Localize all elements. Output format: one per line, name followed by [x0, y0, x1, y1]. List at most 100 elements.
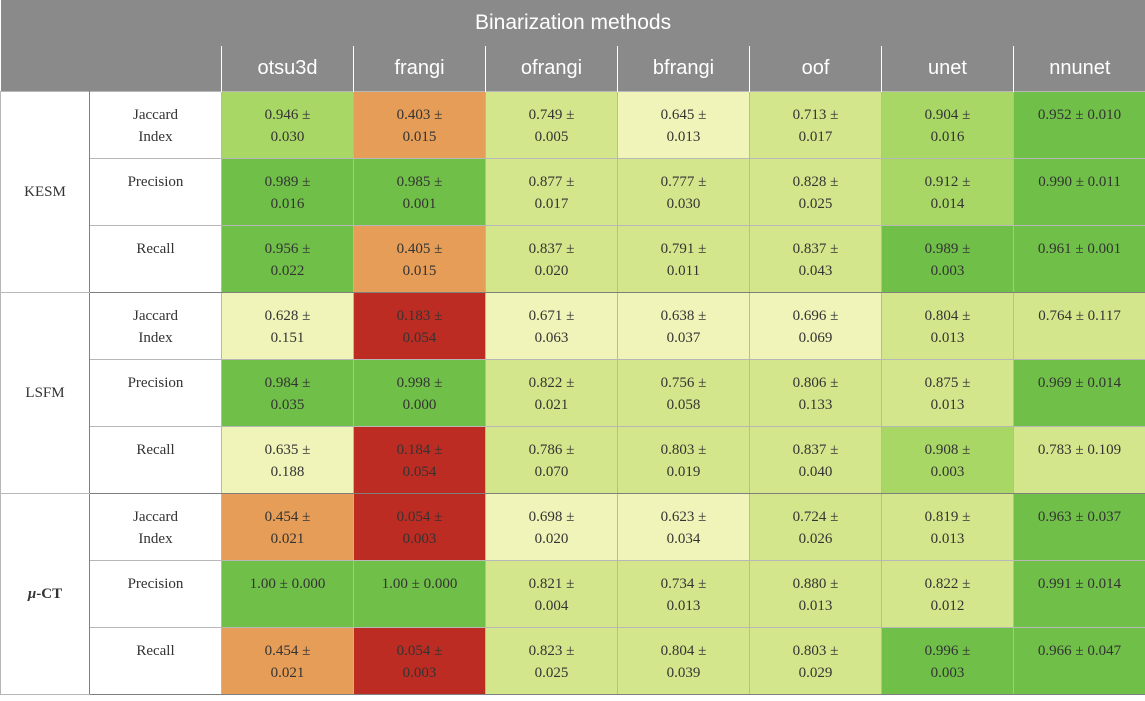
cell-text-line: 0.183 ± — [396, 308, 443, 324]
cell-text-line: 0.635 ± — [264, 442, 311, 458]
value-cell-unet: 0.875 ± 0.013 — [881, 359, 1014, 427]
cell-text-line: 0.001 — [402, 196, 437, 212]
group-label-prefix: μ — [27, 586, 37, 602]
cell-text-line: 0.623 ± — [660, 509, 707, 525]
cell-text-line: 0.671 ± — [528, 308, 575, 324]
cell-text-line: 0.806 ± — [792, 375, 839, 391]
cell-text-line: 0.908 ± — [924, 442, 971, 458]
cell-text-line: 0.822 ± — [924, 576, 971, 592]
value-cell-ofrangi: 0.837 ± 0.020 — [485, 225, 618, 293]
table-row: Recall 0.956 ± 0.022 0.405 ± 0.015 0.837 ± 0.0… — [1, 225, 1145, 293]
cell-text-line: 0.405 ± — [396, 241, 443, 257]
value-cell-otsu3d: 0.635 ± 0.188 — [221, 426, 354, 494]
value-cell-otsu3d: 0.956 ± 0.022 — [221, 225, 354, 293]
cell-text-line: 0.003 — [402, 665, 437, 681]
header-blank-cell — [0, 46, 222, 92]
cell-text-line: 0.877 ± — [528, 174, 575, 190]
cell-text-line: Recall — [136, 643, 175, 659]
cell-text-line: 0.961 ± 0.001 — [1037, 241, 1122, 257]
value-cell-nnunet: 0.783 ± 0.109 — [1012, 426, 1145, 494]
cell-text-line: 0.003 — [402, 531, 437, 547]
cell-text-line: 0.043 — [798, 263, 833, 279]
cell-text-line: 0.822 ± — [528, 375, 575, 391]
cell-text-line: Index — [138, 531, 173, 547]
cell-text-line: 0.133 — [798, 397, 833, 413]
cell-text-line: 0.989 ± — [924, 241, 971, 257]
value-cell-frangi: 0.405 ± 0.015 — [353, 225, 486, 293]
cell-text-line: Recall — [136, 241, 175, 257]
value-cell-unet: 0.912 ± 0.014 — [881, 158, 1014, 226]
value-cell-nnunet: 0.961 ± 0.001 — [1012, 225, 1145, 293]
cell-text-line: 0.996 ± — [924, 643, 971, 659]
cell-text-line: 0.016 — [930, 129, 965, 145]
value-cell-nnunet: 0.963 ± 0.037 — [1012, 493, 1145, 561]
cell-text-line: 0.039 — [666, 665, 701, 681]
cell-text-line: 0.990 ± 0.011 — [1038, 174, 1121, 190]
table-row: LSFM Jaccard Index 0.628 ± 0.151 0.183 ± 0.054… — [0, 292, 1145, 494]
value-cell-bfrangi: 0.791 ± 0.011 — [617, 225, 750, 293]
method-header-oof: oof — [749, 46, 882, 92]
cell-text-line: 0.803 ± — [792, 643, 839, 659]
cell-text-line: Recall — [136, 442, 175, 458]
cell-text-line: 0.821 ± — [528, 576, 575, 592]
group-label: LSFM — [0, 292, 90, 494]
cell-text-line: 0.011 — [666, 263, 701, 279]
value-cell-frangi: 0.054 ± 0.003 — [353, 493, 486, 561]
header-title-row: Binarization methods — [0, 0, 1145, 46]
cell-text-line: 0.696 ± — [792, 308, 839, 324]
method-header-ofrangi: ofrangi — [485, 46, 618, 92]
cell-text-line: 0.777 ± — [660, 174, 707, 190]
value-cell-ofrangi: 0.749 ± 0.005 — [485, 91, 618, 159]
value-cell-bfrangi: 0.645 ± 0.013 — [617, 91, 750, 159]
cell-text-line: 0.823 ± — [528, 643, 575, 659]
cell-text-line: 0.030 — [666, 196, 701, 212]
cell-text-line: 0.963 ± 0.037 — [1037, 509, 1122, 525]
cell-text-line: 0.819 ± — [924, 509, 971, 525]
value-cell-oof: 0.713 ± 0.017 — [749, 91, 882, 159]
value-cell-ofrangi: 0.698 ± 0.020 — [485, 493, 618, 561]
cell-text-line: 0.454 ± — [264, 509, 311, 525]
value-cell-oof: 0.696 ± 0.069 — [749, 292, 882, 360]
cell-text-line: 0.984 ± — [264, 375, 311, 391]
cell-text-line: 0.952 ± 0.010 — [1037, 107, 1122, 123]
table-body: KESM Jaccard Index 0.946 ± 0.030 0.403 ± 0.015… — [0, 91, 1145, 695]
value-cell-frangi: 1.00 ± 0.000 — [353, 560, 486, 628]
cell-text-line: 0.804 ± — [924, 308, 971, 324]
cell-text-line: 0.454 ± — [264, 643, 311, 659]
method-header-otsu3d: otsu3d — [221, 46, 354, 92]
cell-text-line: 0.875 ± — [924, 375, 971, 391]
metric-label: Precision — [89, 560, 222, 628]
cell-text-line: 0.638 ± — [660, 308, 707, 324]
value-cell-unet: 0.804 ± 0.013 — [881, 292, 1014, 360]
cell-text-line: 0.803 ± — [660, 442, 707, 458]
value-cell-nnunet: 0.969 ± 0.014 — [1012, 359, 1145, 427]
table-row: KESM Jaccard Index 0.946 ± 0.030 0.403 ± 0.015… — [0, 91, 1145, 293]
cell-text-line: 0.015 — [402, 263, 437, 279]
value-cell-ofrangi: 0.822 ± 0.021 — [485, 359, 618, 427]
group-label: KESM — [0, 91, 90, 293]
cell-text-line: Precision — [127, 375, 184, 391]
value-cell-oof: 0.828 ± 0.025 — [749, 158, 882, 226]
cell-text-line: 0.837 ± — [528, 241, 575, 257]
cell-text-line: 0.069 — [798, 330, 833, 346]
cell-text-line: 0.040 — [798, 464, 833, 480]
cell-text-line: 0.020 — [534, 263, 569, 279]
cell-text-line: 0.764 ± 0.117 — [1038, 308, 1121, 324]
method-header-unet: unet — [881, 46, 1014, 92]
cell-text-line: 0.021 — [270, 665, 305, 681]
value-cell-nnunet: 0.764 ± 0.117 — [1012, 292, 1145, 360]
cell-text-line: 0.030 — [270, 129, 305, 145]
value-cell-oof: 0.837 ± 0.043 — [749, 225, 882, 293]
group-label-text: LSFM — [25, 385, 65, 401]
group-label: μ-CT — [0, 493, 90, 695]
cell-text-line: 0.015 — [402, 129, 437, 145]
table-row: Recall 0.635 ± 0.188 0.184 ± 0.054 0.786 ± 0.0… — [1, 426, 1145, 494]
value-cell-oof: 0.880 ± 0.013 — [749, 560, 882, 628]
value-cell-otsu3d: 1.00 ± 0.000 — [221, 560, 354, 628]
value-cell-nnunet: 0.991 ± 0.014 — [1012, 560, 1145, 628]
method-header-frangi: frangi — [353, 46, 486, 92]
value-cell-ofrangi: 0.821 ± 0.004 — [485, 560, 618, 628]
value-cell-bfrangi: 0.734 ± 0.013 — [617, 560, 750, 628]
cell-text-line: Precision — [127, 576, 184, 592]
cell-text-line: 0.880 ± — [792, 576, 839, 592]
